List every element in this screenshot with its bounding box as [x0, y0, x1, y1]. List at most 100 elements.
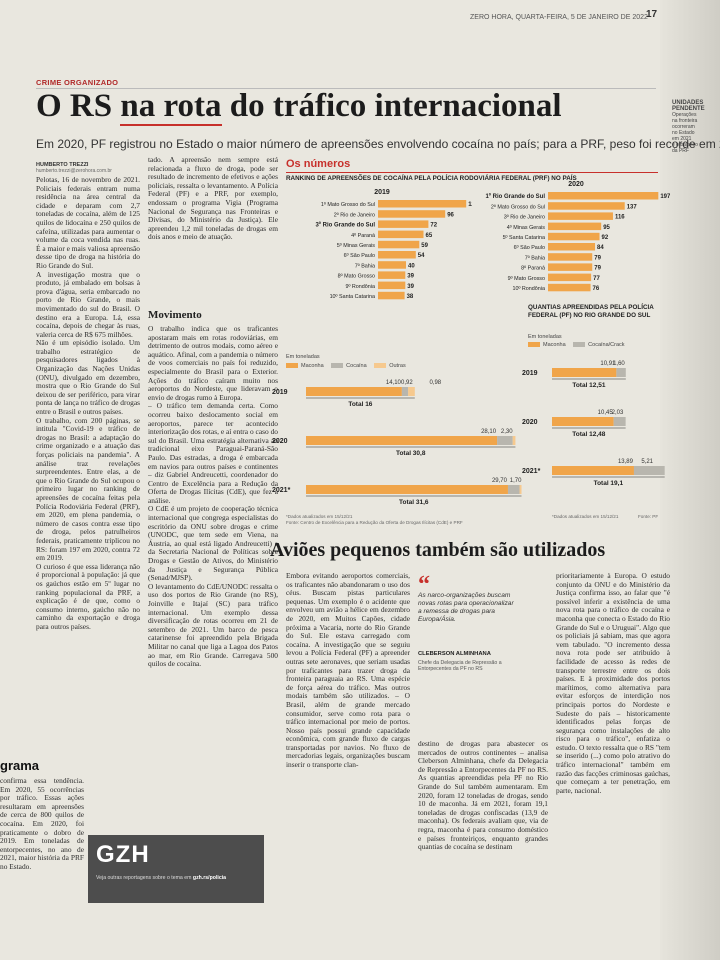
ranking-year-label: 2019	[374, 189, 390, 196]
pf-chart-legend: Maconha Cocaína/Crack	[522, 342, 625, 348]
stack-segment	[306, 387, 402, 396]
stack-segment	[507, 485, 520, 494]
ranking-bar	[548, 212, 613, 220]
adjacent-line: e o balanço	[672, 142, 698, 148]
numbers-infographic: Os números RANKING DE APREENSÕES DE COCA…	[272, 158, 672, 528]
prf-footnote: *Dados atualizados em 15/12/21	[286, 514, 353, 519]
ranking-value-label: 84	[597, 245, 604, 251]
ranking-bar	[548, 263, 593, 271]
headline-highlight: na rota	[120, 88, 222, 126]
legend-swatch-outras	[374, 363, 387, 369]
gzh-promo-label: Veja outras reportagens sobre o tema em	[96, 875, 192, 881]
gzh-link[interactable]: gzh.rs/policia	[192, 875, 227, 881]
paragraph: Não é um episódio isolado. Um trabalho e…	[36, 338, 140, 417]
ranking-value-label: 137	[627, 204, 638, 210]
stack-value-label: 1,70	[510, 478, 522, 484]
stack-value-label: 0,98	[429, 380, 441, 386]
stack-segment	[497, 436, 513, 445]
ranking-bar	[378, 220, 429, 228]
total-label: Total 16	[348, 401, 372, 408]
paragraph: O CdE é um projeto de cooperação técnica…	[148, 504, 278, 583]
total-label: Total 30,8	[396, 450, 426, 457]
stack-value-label: 2,03	[612, 410, 624, 416]
paragraph: O trabalho, com 200 páginas, se intitula…	[36, 415, 140, 563]
paragraph: – O tráfico tem demanda certa. Como ocor…	[148, 401, 278, 505]
ranking-bar	[548, 273, 592, 282]
legend-maconha: Maconha	[301, 363, 324, 369]
ranking-bar	[548, 222, 602, 231]
ranking-category-label: 6º São Paulo	[514, 245, 545, 251]
page-number: 17	[646, 9, 658, 20]
total-label: Total 31,6	[399, 499, 429, 506]
ranking-category-label: 3º Rio Grande do Sul	[315, 223, 375, 229]
ranking-category-label: 10º Rondônia	[512, 286, 545, 292]
stack-segment	[616, 368, 626, 377]
article-column-2-top: tado. A apreensão nem sempre está relaci…	[148, 156, 278, 291]
page-edge-shadow	[660, 0, 720, 960]
ranking-category-label: 9º Rondônia	[345, 284, 375, 290]
pull-quote: As narco-organizações buscam novas rotas…	[418, 592, 514, 623]
ranking-category-label: 8º Paraná	[521, 266, 545, 272]
ranking-category-label: 7º Bahia	[525, 255, 545, 261]
pf-seizures-chart: 2019 10,911,60 Total 12,51 2020 10,452,03 Tot…	[522, 361, 665, 487]
stack-segment	[613, 417, 626, 426]
ranking-bar	[548, 232, 600, 241]
ranking-category-label: 2º Mato Grosso do Sul	[491, 204, 545, 210]
ranking-value-label: 79	[594, 266, 601, 272]
ranking-category-label: 8º Mato Grosso	[338, 274, 375, 280]
ranking-category-label: 5º Santa Catarina	[503, 235, 545, 241]
headline-part: O RS	[36, 88, 121, 124]
paragraph: Pelotas, 16 de novembro de 2021. Policia…	[36, 176, 140, 270]
stack-segment	[552, 417, 614, 426]
ranking-bar	[378, 210, 446, 218]
sidebar-text: confirma essa tendência. Em 2020, 55 oco…	[0, 776, 84, 871]
ranking-value-label: 39	[407, 274, 414, 280]
adjacent-line: no Estado	[672, 130, 695, 136]
ranking-category-label: 10º Santa Catarina	[330, 294, 375, 300]
stack-value-label: 28,10	[481, 429, 497, 435]
stack-value-label: 5,21	[641, 459, 653, 465]
year-label: 2020	[272, 438, 288, 445]
prf-chart-unit: Em toneladas	[286, 354, 320, 360]
ranking-value-label: 72	[430, 223, 437, 229]
pf-footnote: *Dados atualizados em 15/12/21	[552, 514, 619, 519]
pull-quote-author: CLEBERSON ALMINHANA	[418, 651, 491, 657]
article-column-1: Pelotas, 16 de novembro de 2021. Policia…	[36, 176, 140, 751]
ranking-bar	[548, 283, 591, 292]
ranking-value-label: 95	[603, 225, 610, 231]
paragraph: prioritariamente à Europa. O estudo conj…	[556, 572, 670, 795]
stack-segment	[306, 436, 498, 445]
adjacent-page-title: UNIDADES PENDENTE	[672, 100, 705, 112]
section-kicker: CRIME ORGANIZADO	[36, 78, 119, 87]
ranking-category-label: 1º Rio Grande do Sul	[485, 194, 545, 200]
prf-source: Fonte: Centro de Excelência para a Reduç…	[286, 520, 463, 525]
ranking-value-label: 38	[407, 294, 414, 300]
gzh-promo-box: GZH Veja outras reportagens sobre o tema…	[88, 835, 264, 903]
legend-swatch-cocaina-crack	[573, 342, 586, 348]
pf-chart-unit: Em toneladas	[528, 334, 562, 340]
second-article-column-2: destino de drogas para abastecer os merc…	[418, 740, 548, 926]
stack-value-label: 0,92	[401, 380, 413, 386]
ranking-category-label: 9º Mato Grosso	[508, 276, 545, 282]
ranking-2020-chart: 2020 1º Rio Grande do Sul 197 2º Mato Gross…	[485, 181, 670, 292]
ranking-category-label: 3º Rio de Janeiro	[504, 215, 545, 221]
article-headline: O RS na rota do tráfico internacional	[36, 88, 562, 126]
ranking-value-label: 116	[615, 215, 625, 221]
byline-email: humberto.trezzi@zerohora.com.br	[36, 168, 112, 174]
ranking-category-label: 2º Rio de Janeiro	[334, 212, 375, 218]
ranking-value-label: 79	[594, 255, 601, 261]
total-label: Total 12,48	[572, 431, 606, 438]
second-article-column-1: Embora evitando aeroportos comerciais, o…	[286, 572, 410, 924]
sidebar-title: grama	[0, 758, 40, 773]
stack-value-label: 2,30	[501, 429, 513, 435]
numbers-label: Os números	[286, 158, 351, 170]
ranking-category-label: 1º Mato Grosso do Sul	[321, 202, 375, 208]
pf-chart-title: QUANTIAS APREENDIDAS PELA POLÍCIA FEDERA…	[528, 304, 654, 319]
paragraph: A investigação mostra que o produto, já …	[36, 269, 140, 339]
ranking-bar	[378, 240, 420, 249]
gzh-logo: GZH	[96, 841, 150, 868]
ranking-chart-title: RANKING DE APREENSÕES DE COCAÍNA PELA PO…	[286, 175, 577, 182]
stack-value-label: 13,89	[618, 459, 634, 465]
byline-author: HUMBERTO TREZZI	[36, 162, 89, 168]
